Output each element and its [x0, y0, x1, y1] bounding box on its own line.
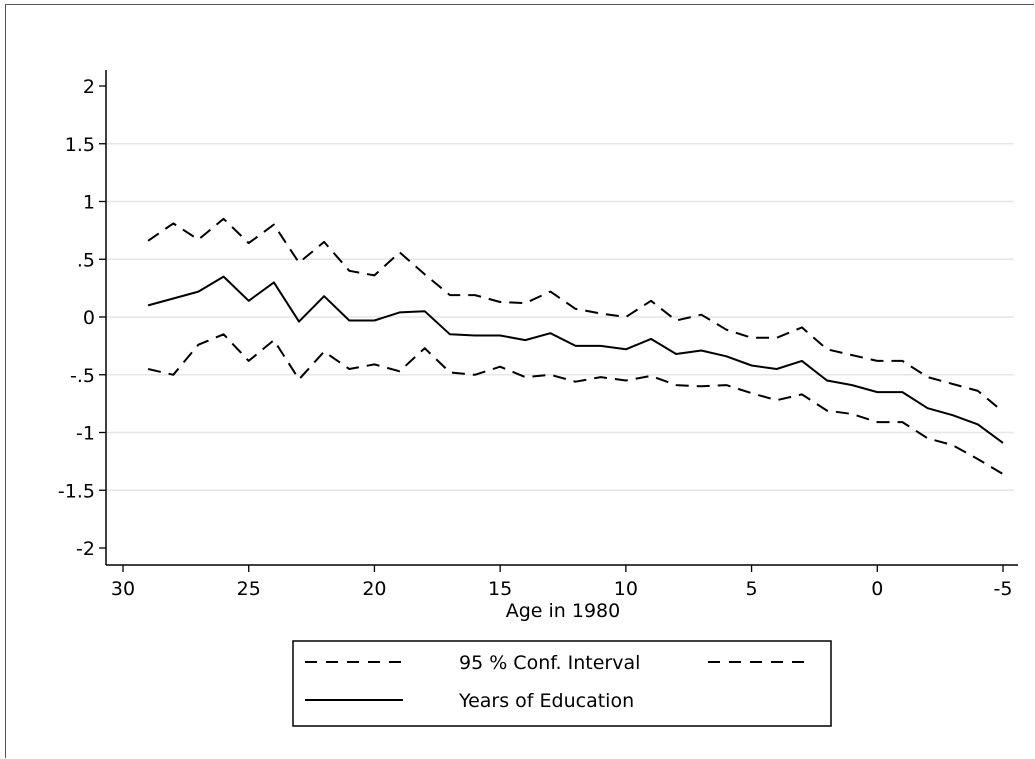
x-tick-label: 0	[871, 578, 883, 600]
y-tick-label: -1.5	[58, 480, 95, 502]
y-tick-label: 1	[83, 192, 95, 214]
ci-lower-line	[147, 333, 1004, 475]
x-tick-label: -5	[994, 578, 1013, 600]
legend-education-label: Years of Education	[458, 690, 634, 712]
x-tick-label: 10	[614, 578, 638, 600]
legend-box	[292, 640, 832, 727]
y-tick-label: 2	[83, 76, 95, 98]
axes: 21.51.50-.5-1-1.5-230 25 20 15 10 5 0 -5	[58, 70, 1018, 600]
y-tick-label: 1.5	[65, 134, 95, 156]
legend: 95 % Conf. Interval Years of Education	[292, 640, 832, 727]
chart-frame	[5, 4, 1034, 758]
y-tick-label: -2	[76, 538, 95, 560]
years-of-education-line	[147, 275, 1004, 444]
x-tick-label: 25	[237, 578, 261, 600]
x-axis-title: Age in 1980	[506, 600, 621, 622]
ci-upper-line	[147, 217, 1004, 413]
x-tick-label: 5	[746, 578, 758, 600]
x-tick-label: 15	[488, 578, 512, 600]
y-tick-label: .5	[77, 249, 95, 271]
y-tick-label: -.5	[70, 365, 95, 387]
y-tick-label: 0	[83, 307, 95, 329]
x-tick-label: 30	[111, 578, 135, 600]
gridlines	[106, 143, 1014, 491]
y-tick-label: -1	[76, 423, 95, 445]
legend-ci-label: 95 % Conf. Interval	[459, 652, 640, 674]
x-tick-label: 20	[362, 578, 386, 600]
series-lines	[147, 217, 1004, 475]
